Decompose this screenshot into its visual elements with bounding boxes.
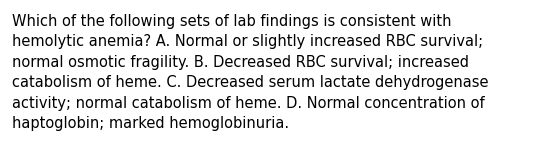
- Text: Which of the following sets of lab findings is consistent with
hemolytic anemia?: Which of the following sets of lab findi…: [12, 14, 488, 131]
